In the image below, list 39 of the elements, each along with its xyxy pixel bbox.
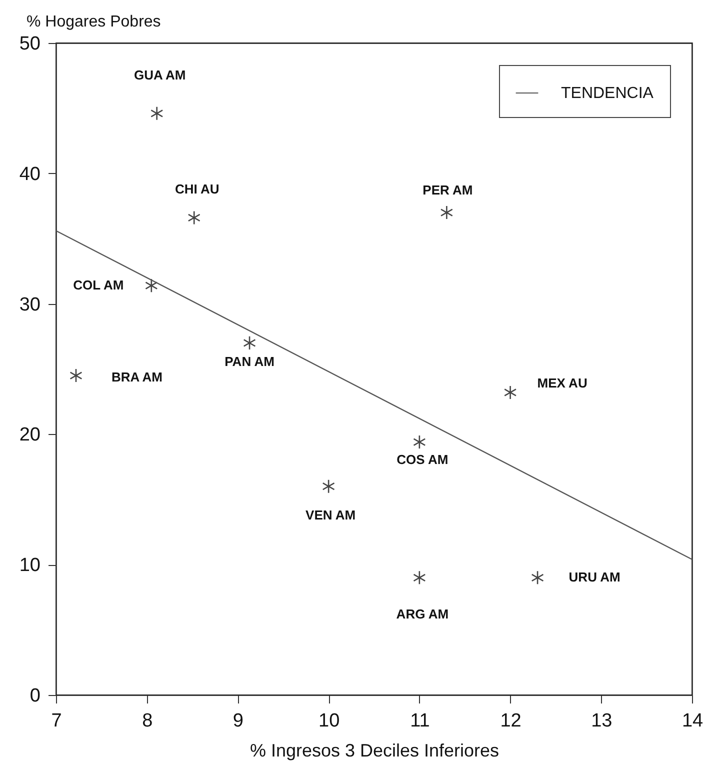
point <box>70 368 82 383</box>
y-tick-label: 40 <box>19 164 40 185</box>
point <box>188 210 200 225</box>
point <box>413 570 426 585</box>
point <box>440 205 454 220</box>
x-tick-label: 12 <box>500 710 522 732</box>
point <box>145 278 158 293</box>
x-tick-label: 11 <box>410 710 430 732</box>
annotation: ARG AM <box>396 606 449 622</box>
y-tick-label: 30 <box>19 294 40 316</box>
x-axis-title: % Ingresos 3 Deciles Inferiores <box>250 740 500 760</box>
annotation: CHI AU <box>174 182 220 197</box>
y-tick-label: 50 <box>19 34 40 54</box>
annotation: COS AM <box>396 452 448 468</box>
y-tick-label: 0 <box>30 686 40 706</box>
annotation: PER AM <box>422 182 473 198</box>
x-tick-label: 8 <box>142 710 153 732</box>
legend-label: TENDENCIA <box>561 85 654 102</box>
point <box>504 385 517 400</box>
point <box>413 434 426 450</box>
point <box>531 570 544 585</box>
annotation: GUA AM <box>134 67 186 82</box>
annotation: BRA AM <box>111 370 163 385</box>
annotation: VEN AM <box>306 507 356 522</box>
x-tick-label: 13 <box>591 710 612 732</box>
point <box>322 479 335 494</box>
annotation: PAN AM <box>224 354 274 369</box>
point <box>150 106 164 121</box>
y-tick-label: 20 <box>19 424 40 446</box>
y-axis-title: % Hogares Pobres <box>26 14 161 30</box>
y-tick-label: 10 <box>19 555 40 576</box>
annotation: MEX AU <box>537 375 588 390</box>
annotation: COL AM <box>73 278 124 293</box>
x-tick-label: 9 <box>232 710 244 732</box>
x-tick-label: 10 <box>318 710 340 732</box>
annotation: URU AM <box>568 570 620 585</box>
x-tick-label: 7 <box>51 710 62 732</box>
x-tick-label: 14 <box>682 710 704 732</box>
point <box>243 336 256 350</box>
